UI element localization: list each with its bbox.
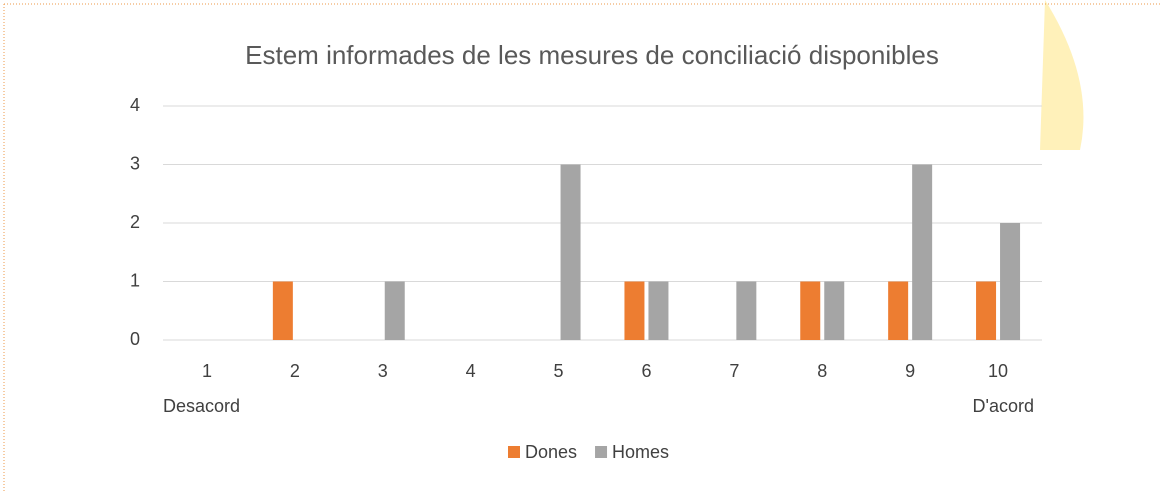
y-tick-label: 3 [130,153,140,173]
bar [976,281,997,340]
bar [912,164,933,340]
legend-swatch [508,446,520,458]
x-tick-label: 9 [905,361,915,381]
x-tick-label: 5 [554,361,564,381]
x-tick-label: 2 [290,361,300,381]
annotation: D'acord [973,396,1034,416]
bar [648,281,669,340]
y-tick-label: 4 [130,95,140,115]
x-tick-label: 7 [729,361,739,381]
bar [272,281,293,340]
x-tick-label: 1 [202,361,212,381]
bar [824,281,845,340]
x-tick-label: 3 [378,361,388,381]
x-tick-label: 6 [641,361,651,381]
x-tick-label: 8 [817,361,827,381]
legend-label: Homes [612,442,669,462]
bar [1000,223,1021,340]
bar [384,281,405,340]
bar [800,281,821,340]
x-tick-label: 10 [988,361,1008,381]
annotation: Desacord [163,396,240,416]
y-tick-label: 0 [130,329,140,349]
chart-title: Estem informades de les mesures de conci… [245,40,939,70]
y-tick-label: 2 [130,212,140,232]
bar [736,281,757,340]
legend-label: Dones [525,442,577,462]
y-tick-label: 1 [130,270,140,290]
legend-swatch [595,446,608,458]
bar [560,164,581,340]
bar [624,281,645,340]
bar [888,281,909,340]
x-tick-label: 4 [466,361,476,381]
decor-shape [1040,0,1084,150]
